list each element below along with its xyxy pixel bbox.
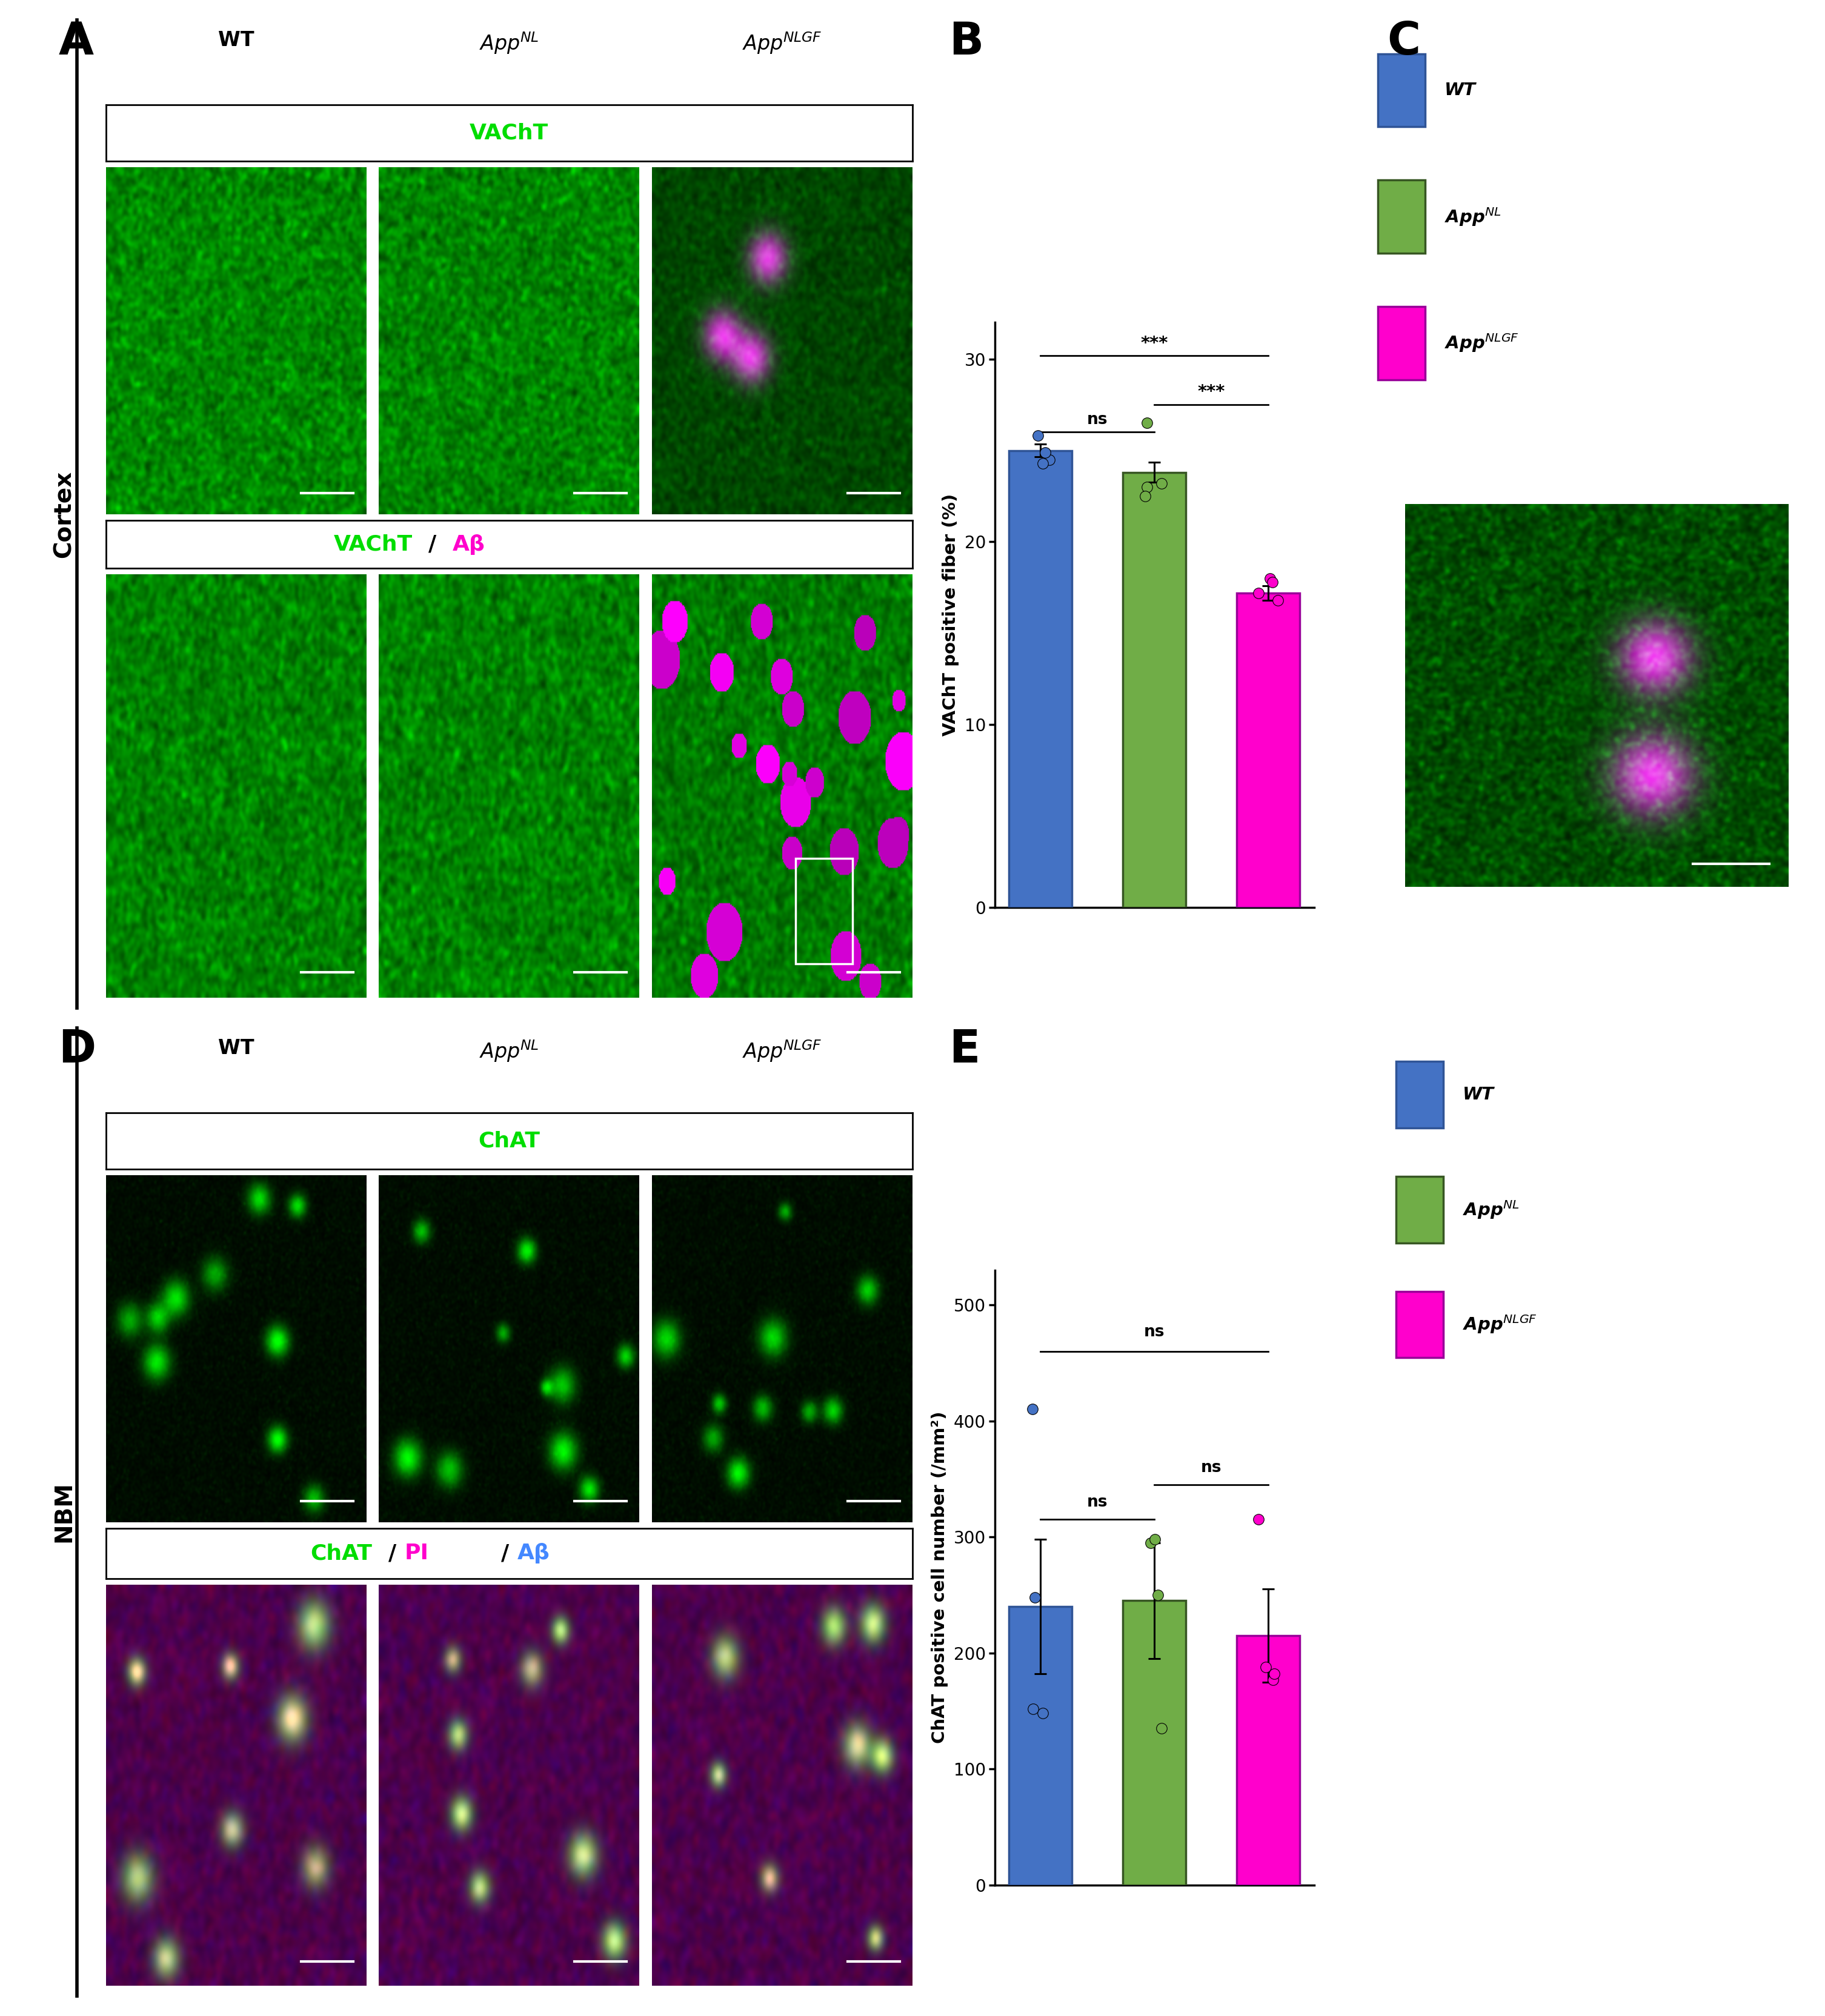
Text: $\it{App}$$^{NL}$: $\it{App}$$^{NL}$ [480,30,538,56]
Point [1031,435,1060,468]
Text: /: / [389,1542,396,1564]
Point [1024,419,1053,452]
Point [1035,444,1064,476]
Point [1018,1693,1048,1726]
Point [1018,1393,1048,1425]
Text: Aβ: Aβ [516,1542,549,1564]
Text: App$^{NL}$: App$^{NL}$ [1444,206,1502,228]
Text: ChAT: ChAT [478,1131,540,1151]
Text: App$^{NL}$: App$^{NL}$ [1462,1200,1520,1220]
Text: ns: ns [1144,1325,1164,1341]
Point [1245,577,1274,609]
Y-axis label: VAChT positive fiber (%): VAChT positive fiber (%) [942,494,960,736]
Point [1133,472,1163,504]
Point [1252,1651,1281,1683]
Point [1259,1663,1288,1695]
Text: Cortex: Cortex [53,470,75,558]
Point [1133,407,1163,439]
Bar [1009,1607,1071,1885]
Text: A: A [58,20,93,65]
Text: ns: ns [1201,1460,1221,1476]
Point [1132,480,1161,512]
Point [1256,562,1285,595]
Text: WT: WT [217,30,254,50]
Text: /: / [429,534,436,554]
Point [1257,566,1287,599]
Text: ns: ns [1088,411,1108,427]
FancyBboxPatch shape [1378,179,1425,254]
Text: WT: WT [1444,83,1476,99]
Text: C: C [1387,20,1420,65]
Point [1027,1697,1057,1730]
Point [1027,448,1057,480]
Bar [1122,472,1186,907]
Text: E: E [949,1028,980,1073]
Text: ChAT: ChAT [310,1542,372,1564]
Text: WT: WT [217,1038,254,1058]
Text: WT: WT [1462,1087,1495,1103]
Point [1148,468,1177,500]
Text: ns: ns [1088,1494,1108,1510]
Text: App$^{NLGF}$: App$^{NLGF}$ [1444,333,1518,355]
Text: B: B [949,20,984,65]
Point [1020,1581,1049,1613]
Text: $\it{App}$$^{NL}$: $\it{App}$$^{NL}$ [480,1038,538,1064]
Point [1137,1526,1166,1558]
Text: VAChT: VAChT [469,123,549,143]
Text: Aβ: Aβ [453,534,485,554]
Bar [1237,593,1299,907]
Text: NBM: NBM [53,1482,75,1542]
Bar [1009,450,1071,907]
Text: PI: PI [405,1542,429,1564]
Y-axis label: ChAT positive cell number (/mm²): ChAT positive cell number (/mm²) [931,1411,949,1744]
Text: ***: *** [1141,335,1168,351]
Point [1245,1504,1274,1536]
Text: VAChT: VAChT [334,534,412,554]
Text: $\it{App}$$^{NLGF}$: $\it{App}$$^{NLGF}$ [743,1038,823,1064]
Text: D: D [58,1028,97,1073]
Point [1141,1524,1170,1556]
Bar [1237,1635,1299,1885]
Point [1148,1712,1177,1744]
FancyBboxPatch shape [1396,1060,1444,1129]
Point [1142,1579,1172,1611]
Text: /: / [502,1542,509,1564]
Text: App$^{NLGF}$: App$^{NLGF}$ [1462,1314,1537,1335]
FancyBboxPatch shape [1396,1177,1444,1242]
Text: $\it{App}$$^{NLGF}$: $\it{App}$$^{NLGF}$ [743,30,823,56]
Bar [1122,1601,1186,1885]
Point [1259,1657,1288,1689]
FancyBboxPatch shape [1378,54,1425,127]
Text: ***: *** [1197,383,1225,401]
Point [1263,585,1292,617]
FancyBboxPatch shape [1396,1292,1444,1359]
FancyBboxPatch shape [1378,306,1425,379]
